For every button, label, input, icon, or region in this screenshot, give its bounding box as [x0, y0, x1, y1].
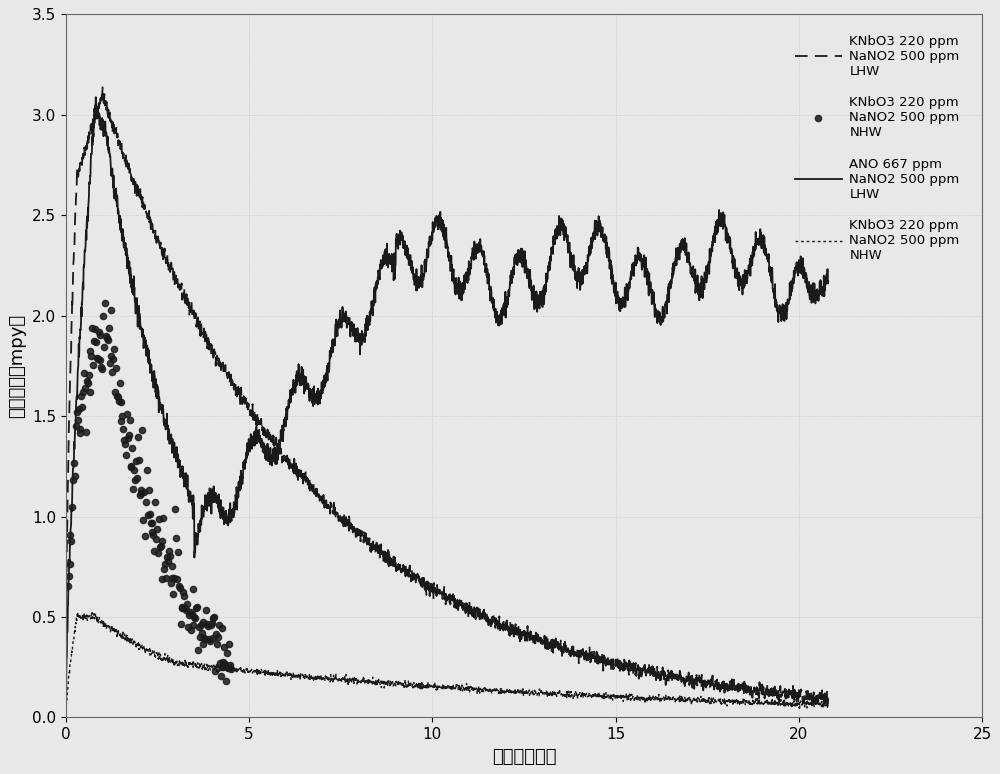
KNbO3 220 ppm
NaNO2 500 ppm
LHW: [822, 694, 834, 703]
KNbO3 220 ppm
NaNO2 500 ppm
LHW: [353, 535, 365, 544]
ANO 667 ppm
NaNO2 500 ppm
LHW: [192, 519, 204, 529]
KNbO3 220 ppm
NaNO2 500 ppm
NHW: [81, 376, 93, 385]
KNbO3 220 ppm
NaNO2 500 ppm
NHW: [99, 299, 111, 308]
KNbO3 220 ppm
NaNO2 500 ppm
NHW: [192, 662, 204, 671]
KNbO3 220 ppm
NaNO2 500 ppm
LHW: [807, 697, 819, 706]
KNbO3 220 ppm
NaNO2 500 ppm
NHW: [147, 649, 159, 659]
ANO 667 ppm
NaNO2 500 ppm
LHW: [353, 329, 365, 338]
ANO 667 ppm
NaNO2 500 ppm
LHW: [90, 92, 102, 101]
Line: ANO 667 ppm
NaNO2 500 ppm
LHW: ANO 667 ppm NaNO2 500 ppm LHW: [66, 97, 828, 717]
KNbO3 220 ppm
NaNO2 500 ppm
NHW: [386, 679, 398, 688]
ANO 667 ppm
NaNO2 500 ppm
LHW: [60, 713, 72, 722]
KNbO3 220 ppm
NaNO2 500 ppm
NHW: [822, 698, 834, 707]
ANO 667 ppm
NaNO2 500 ppm
LHW: [822, 276, 834, 286]
KNbO3 220 ppm
NaNO2 500 ppm
NHW: [225, 665, 237, 674]
KNbO3 220 ppm
NaNO2 500 ppm
NHW: [207, 614, 219, 623]
KNbO3 220 ppm
NaNO2 500 ppm
NHW: [221, 648, 233, 657]
ANO 667 ppm
NaNO2 500 ppm
LHW: [386, 255, 398, 265]
KNbO3 220 ppm
NaNO2 500 ppm
NHW: [725, 697, 737, 707]
KNbO3 220 ppm
NaNO2 500 ppm
LHW: [725, 688, 737, 697]
ANO 667 ppm
NaNO2 500 ppm
LHW: [725, 244, 737, 253]
KNbO3 220 ppm
NaNO2 500 ppm
LHW: [147, 228, 159, 238]
KNbO3 220 ppm
NaNO2 500 ppm
LHW: [60, 707, 72, 716]
X-axis label: 时间（小时）: 时间（小时）: [492, 748, 556, 765]
KNbO3 220 ppm
NaNO2 500 ppm
LHW: [386, 558, 398, 567]
ANO 667 ppm
NaNO2 500 ppm
LHW: [147, 370, 159, 379]
KNbO3 220 ppm
NaNO2 500 ppm
NHW: [353, 676, 365, 686]
KNbO3 220 ppm
NaNO2 500 ppm
NHW: [220, 676, 232, 686]
Line: KNbO3 220 ppm
NaNO2 500 ppm
LHW: KNbO3 220 ppm NaNO2 500 ppm LHW: [66, 87, 828, 711]
KNbO3 220 ppm
NaNO2 500 ppm
NHW: [60, 713, 72, 722]
KNbO3 220 ppm
NaNO2 500 ppm
LHW: [192, 322, 204, 331]
KNbO3 220 ppm
NaNO2 500 ppm
NHW: [86, 608, 98, 618]
KNbO3 220 ppm
NaNO2 500 ppm
NHW: [95, 362, 107, 372]
KNbO3 220 ppm
NaNO2 500 ppm
NHW: [807, 697, 819, 706]
ANO 667 ppm
NaNO2 500 ppm
LHW: [807, 290, 819, 300]
Legend: KNbO3 220 ppm
NaNO2 500 ppm
LHW, KNbO3 220 ppm
NaNO2 500 ppm
NHW, ANO 667 ppm
Na: KNbO3 220 ppm NaNO2 500 ppm LHW, KNbO3 2…: [789, 28, 966, 269]
KNbO3 220 ppm
NaNO2 500 ppm
LHW: [97, 82, 109, 91]
Line: KNbO3 220 ppm
NaNO2 500 ppm
NHW: KNbO3 220 ppm NaNO2 500 ppm NHW: [65, 300, 234, 684]
KNbO3 220 ppm
NaNO2 500 ppm
NHW: [64, 530, 76, 539]
KNbO3 220 ppm
NaNO2 500 ppm
NHW: [62, 581, 74, 591]
Y-axis label: 腑蚀速率（mpy）: 腑蚀速率（mpy）: [8, 313, 26, 418]
KNbO3 220 ppm
NaNO2 500 ppm
NHW: [125, 463, 137, 472]
Line: KNbO3 220 ppm
NaNO2 500 ppm
NHW: KNbO3 220 ppm NaNO2 500 ppm NHW: [66, 613, 828, 717]
